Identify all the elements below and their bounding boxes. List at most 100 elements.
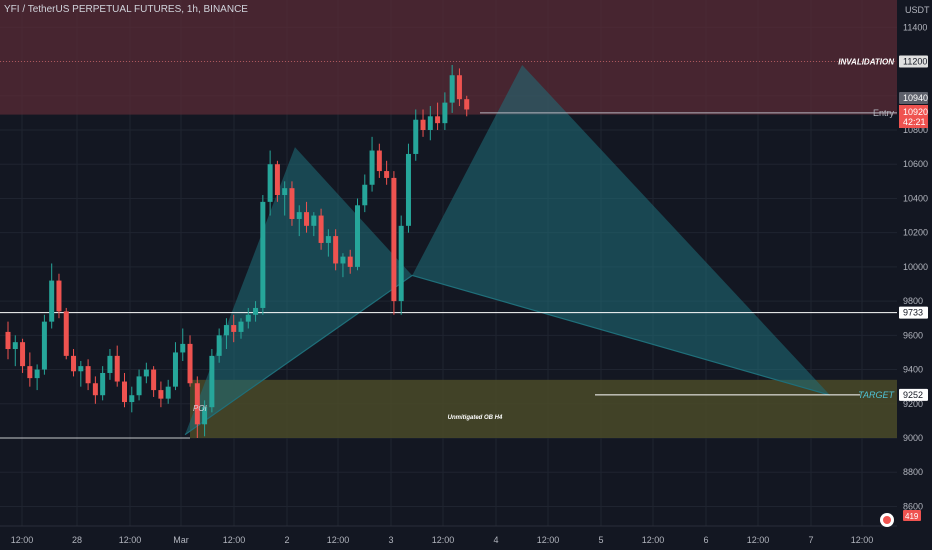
candle-body (136, 376, 142, 396)
candle-body (449, 75, 455, 103)
time-tick-label: 12:00 (747, 535, 770, 545)
time-tick-label: 12:00 (432, 535, 455, 545)
candle-body (296, 212, 302, 219)
invalidation-zone (0, 0, 897, 115)
price-tick-label: 9400 (903, 365, 923, 375)
price-tick-label: 10000 (903, 262, 928, 272)
candles (5, 64, 470, 438)
candle-body (172, 352, 178, 387)
entry-price-badge-bg (899, 92, 928, 104)
price-axis-unit: USDT (905, 5, 930, 15)
chart-title: YFI / TetherUS PERPETUAL FUTURES, 1h, BI… (4, 4, 248, 15)
annotations: INVALIDATION Entry TARGET Unmitigated OB H4… (193, 58, 895, 421)
support-price-badge-bg (899, 306, 928, 319)
price-tick-label: 10200 (903, 228, 928, 238)
candle-body (78, 366, 84, 372)
candle-body (245, 314, 251, 322)
invalidation-price-badge-bg (899, 55, 928, 68)
candle-body (253, 307, 259, 315)
time-tick-label: 12:00 (327, 535, 350, 545)
candle-body (311, 215, 317, 226)
countdown-badge: 42:21 (903, 117, 926, 127)
bottom-badge: 419 (905, 512, 919, 521)
candle-body (209, 355, 215, 408)
candle-body (107, 355, 113, 373)
levels (0, 61, 897, 439)
candle-body (41, 321, 47, 370)
candle-body (202, 407, 208, 425)
price-axis-bg (897, 0, 932, 550)
candle-body (274, 164, 280, 196)
price-tick-label: 9000 (903, 433, 923, 443)
candle-body (376, 150, 382, 172)
current-price-badge: 10920 (903, 107, 928, 117)
logo-icon-inner (883, 516, 891, 524)
candle-body (405, 153, 411, 226)
candle-body (143, 369, 149, 377)
candle-body (180, 343, 186, 353)
zones (0, 0, 897, 438)
candle-body (85, 366, 91, 384)
candle-body (325, 236, 331, 243)
candle-body (282, 188, 288, 196)
invalidation-price-badge: 11200 (903, 57, 927, 67)
price-tick-label: 9800 (903, 296, 923, 306)
candle-body (238, 321, 244, 332)
candle-body (318, 215, 324, 243)
candle-body (56, 280, 62, 312)
candle-body (114, 355, 120, 382)
time-tick-label: 12:00 (119, 535, 142, 545)
candle-body (260, 201, 266, 308)
price-tick-label: 11400 (903, 22, 927, 32)
bottom-badge-bg (903, 510, 921, 521)
price-tick-label: 10400 (903, 193, 928, 203)
candle-body (122, 381, 127, 403)
current-price-badge-bg (899, 105, 928, 128)
candle-body (267, 164, 273, 202)
time-tick-label: 28 (72, 535, 82, 545)
candle-body (34, 369, 40, 379)
support-price-badge: 9733 (903, 308, 923, 318)
candle-body (5, 331, 11, 350)
candle-body (464, 99, 470, 110)
target-price-badge-bg (899, 388, 928, 401)
time-tick-label: 12:00 (11, 535, 34, 545)
candle-body (71, 355, 77, 372)
candle-body (420, 119, 426, 130)
candle-body (384, 171, 390, 178)
candle-body (100, 372, 106, 396)
candle-body (20, 342, 26, 367)
time-tick-label: 2 (284, 535, 289, 545)
entry-price-badge: 10940 (903, 93, 928, 103)
time-tick-label: Mar (173, 535, 189, 545)
ob-label: Unmitigated OB H4 (448, 415, 503, 421)
target-price-badge: 9252 (903, 390, 923, 400)
time-tick-label: 7 (808, 535, 813, 545)
price-tick-label: 9200 (903, 399, 923, 409)
time-tick-label: 12:00 (642, 535, 665, 545)
price-tick-label: 10800 (903, 125, 928, 135)
candle-body (12, 342, 18, 350)
price-tick-label: 10600 (903, 159, 928, 169)
candle-body (442, 102, 448, 124)
time-axis[interactable]: 12:00 28 12:00 Mar 12:00 2 12:00 3 12:00 4 12:00 5 1… (0, 513, 932, 550)
candle-body (427, 116, 433, 130)
candle-body (289, 188, 295, 219)
candle-body (194, 383, 200, 425)
candle-body (49, 280, 55, 322)
time-axis-bg (0, 526, 932, 550)
candle-body (129, 395, 135, 403)
candle-body (63, 311, 69, 356)
candle-body (187, 343, 193, 384)
target-zone (190, 379, 897, 438)
time-tick-label: 6 (703, 535, 708, 545)
price-axis[interactable]: USDT 8600 8800 9000 9200 9400 9600 9800 10000 102… (897, 0, 932, 550)
time-tick-label: 3 (388, 535, 393, 545)
candle-body (92, 383, 98, 396)
candle-body (151, 369, 157, 391)
time-tick-label: 4 (493, 535, 498, 545)
candle-body (362, 184, 368, 206)
entry-label: Entry (873, 108, 895, 118)
candle-body (27, 366, 33, 379)
